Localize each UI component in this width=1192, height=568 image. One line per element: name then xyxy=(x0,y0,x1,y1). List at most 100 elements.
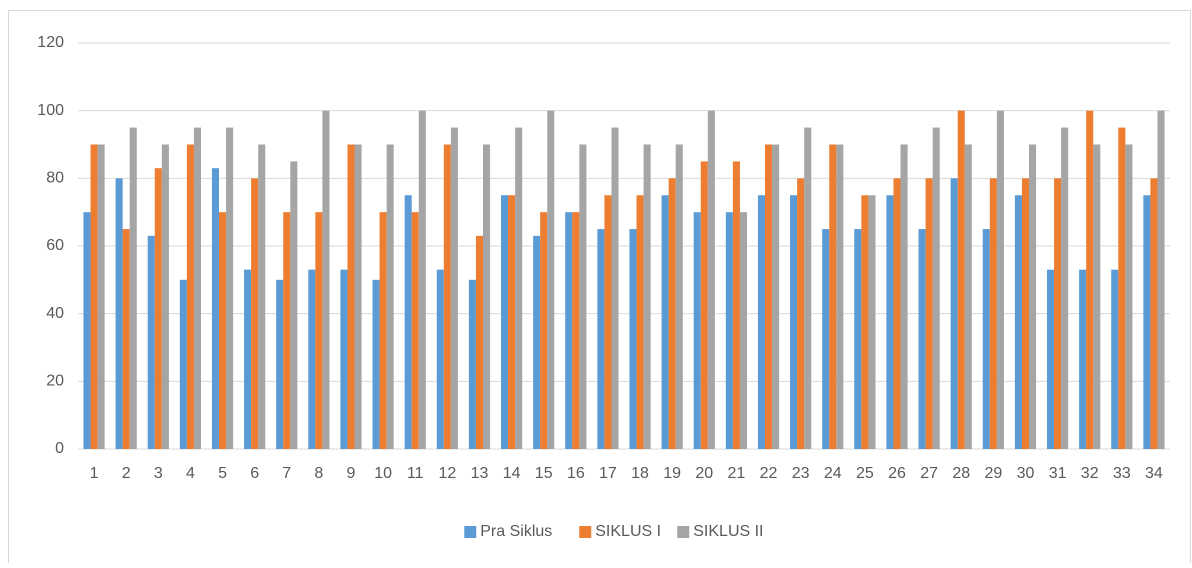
bar xyxy=(925,178,933,450)
legend-swatch xyxy=(677,526,690,538)
bar xyxy=(218,212,227,449)
bar xyxy=(772,144,780,449)
y-tick-label: 120 xyxy=(37,34,64,51)
bar xyxy=(611,127,619,449)
x-tick-label: 32 xyxy=(1081,465,1099,482)
x-tick-label: 34 xyxy=(1145,465,1163,482)
bar xyxy=(579,144,587,449)
bar xyxy=(1111,269,1119,449)
bar xyxy=(804,127,812,449)
bar xyxy=(468,279,476,449)
bar xyxy=(725,212,733,449)
bar xyxy=(379,212,387,449)
bar xyxy=(604,195,612,449)
bar xyxy=(707,110,715,450)
bar xyxy=(251,178,259,450)
bar xyxy=(982,229,990,449)
bar xyxy=(900,144,908,449)
x-tick-label: 23 xyxy=(792,465,810,482)
bar xyxy=(636,195,644,449)
bar xyxy=(115,178,123,450)
bar xyxy=(565,212,573,449)
bar xyxy=(1079,269,1087,449)
x-tick-label: 25 xyxy=(856,465,874,482)
bar xyxy=(996,110,1004,450)
bar xyxy=(643,144,651,449)
bar xyxy=(861,195,869,449)
bar xyxy=(386,144,394,449)
bar xyxy=(964,144,972,449)
bar xyxy=(1014,195,1022,449)
x-tick-label: 14 xyxy=(503,465,521,482)
bar xyxy=(1143,195,1151,449)
bar xyxy=(154,168,162,449)
bar xyxy=(372,279,380,449)
x-tick-label: 24 xyxy=(824,465,842,482)
x-tick-label: 9 xyxy=(347,465,356,482)
y-tick-label: 100 xyxy=(37,102,64,119)
bar xyxy=(932,127,940,449)
bar xyxy=(1054,178,1062,450)
x-tick-label: 28 xyxy=(952,465,970,482)
bar xyxy=(1061,127,1069,449)
x-tick-label: 1 xyxy=(90,465,99,482)
bar xyxy=(354,144,362,449)
bar xyxy=(950,178,958,450)
bar xyxy=(1021,178,1030,450)
bar xyxy=(739,212,748,449)
x-tick-label: 33 xyxy=(1113,465,1131,482)
bar xyxy=(661,195,669,449)
bar xyxy=(179,279,187,449)
x-tick-label: 19 xyxy=(663,465,681,482)
x-tick-label: 17 xyxy=(599,465,617,482)
bar xyxy=(675,144,683,449)
bar xyxy=(83,212,91,449)
legend-label: SIKLUS II xyxy=(693,523,763,540)
bar xyxy=(186,144,194,449)
x-tick-label: 10 xyxy=(374,465,392,482)
bar xyxy=(276,279,284,449)
x-tick-label: 2 xyxy=(122,465,131,482)
bar xyxy=(629,229,637,449)
bar xyxy=(1093,144,1101,449)
bar xyxy=(258,144,266,449)
bar xyxy=(508,195,516,449)
bar xyxy=(90,144,98,449)
bar xyxy=(515,127,523,449)
bar xyxy=(893,178,901,450)
bar xyxy=(193,127,202,449)
bar xyxy=(1029,144,1037,449)
bar xyxy=(322,110,330,450)
bar xyxy=(540,212,548,449)
x-tick-label: 16 xyxy=(567,465,585,482)
bar xyxy=(475,235,484,449)
bar xyxy=(418,110,426,450)
bar xyxy=(757,195,765,449)
chart-border xyxy=(8,10,1191,568)
bar xyxy=(668,178,676,450)
bar xyxy=(597,229,605,449)
bar xyxy=(436,269,444,449)
y-tick-label: 40 xyxy=(46,305,64,322)
y-tick-label: 80 xyxy=(46,170,64,187)
bar xyxy=(1150,178,1158,450)
legend-label: Pra Siklus xyxy=(480,523,552,540)
x-tick-label: 21 xyxy=(728,465,746,482)
y-tick-label: 0 xyxy=(55,440,64,457)
bar xyxy=(854,229,862,449)
bar xyxy=(244,269,252,449)
y-tick-label: 60 xyxy=(46,237,64,254)
x-tick-label: 20 xyxy=(695,465,713,482)
bar xyxy=(918,229,926,449)
bar xyxy=(886,195,894,449)
x-tick-label: 22 xyxy=(760,465,778,482)
bar xyxy=(161,144,169,449)
bar xyxy=(226,127,234,449)
bar xyxy=(308,269,316,449)
bar xyxy=(797,178,805,450)
x-tick-label: 15 xyxy=(535,465,553,482)
bar xyxy=(122,229,130,449)
legend-swatch xyxy=(579,526,592,538)
x-tick-label: 12 xyxy=(438,465,456,482)
